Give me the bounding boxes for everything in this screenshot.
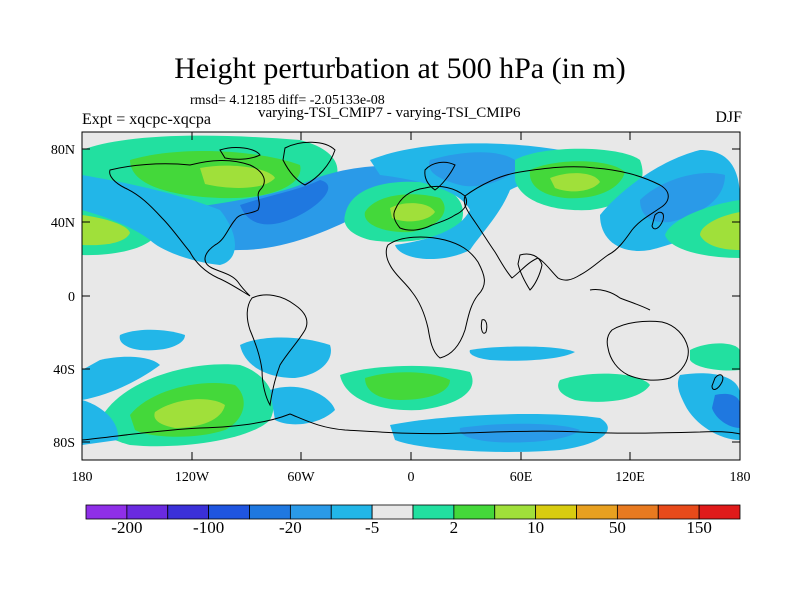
contour-positive-dateline-east-core — [700, 212, 740, 250]
lat-tick-label: 40S — [53, 363, 75, 378]
coastline-madagascar — [480, 319, 488, 334]
season-label: DJF — [715, 109, 742, 126]
lon-tick-label: 0 — [408, 470, 415, 485]
contour-negative-east-pacific-south — [82, 400, 119, 445]
contour-negative-north-atlantic-inner — [240, 180, 329, 225]
contour-negative-northeast-pacific — [82, 175, 235, 265]
colorbar-swatch — [535, 504, 577, 520]
contour-positive-dateline-west-core — [82, 215, 130, 246]
plot-title: Height perturbation at 500 hPa (in m) — [174, 52, 626, 85]
colorbar-swatch — [616, 504, 659, 520]
coastline-south-america — [246, 294, 308, 407]
coastline-africa — [385, 236, 485, 359]
coastline-japan — [651, 211, 664, 230]
contour-negative-southwest-pacific-inner — [712, 393, 740, 428]
contour-positive-south-atlantic-core — [365, 372, 450, 400]
contour-positive-south-pacific-peak — [154, 399, 225, 428]
contour-positive-siberia-peak — [550, 173, 600, 192]
lon-tick-label: 60W — [287, 470, 315, 485]
colorbar-label: -20 — [279, 518, 302, 537]
contour-negative-southern-ocean-inner — [459, 423, 580, 443]
contour-field — [82, 132, 740, 460]
lat-tick-label: 40N — [51, 216, 75, 231]
contour-positive-south-indian — [558, 373, 650, 402]
colorbar-swatch — [85, 504, 128, 520]
colorbar-swatch — [494, 504, 537, 520]
coastline-antarctica — [82, 413, 740, 441]
colorbar-swatch — [371, 504, 414, 520]
lat-tick-label: 0 — [68, 290, 75, 305]
colorbar-label: 2 — [450, 518, 459, 537]
colorbar-label: -100 — [193, 518, 224, 537]
lon-tick-label: 180 — [730, 470, 751, 485]
colorbar-label: -200 — [111, 518, 142, 537]
lon-tick-label: 120E — [615, 470, 645, 485]
colorbar-swatch — [126, 504, 169, 520]
latitude-axis: 80N 40N 0 40S 80S — [51, 143, 740, 451]
colorbar-swatch — [167, 504, 210, 520]
colorbar-swatch — [657, 504, 700, 520]
coastline-scandinavia — [424, 161, 456, 191]
colorbar — [85, 504, 741, 520]
rmsd-diff-stats: rmsd= 4.12185 diff= -2.05133e-08 — [190, 93, 385, 108]
contour-negative-southwest-pacific — [677, 373, 740, 440]
colorbar-labels: -200 -100 -20 -5 2 10 50 150 — [111, 518, 712, 537]
coastline-europe — [393, 185, 468, 231]
colorbar-label: -5 — [365, 518, 379, 537]
lon-tick-label: 180 — [72, 470, 93, 485]
colorbar-swatch — [289, 504, 332, 520]
colorbar-swatch — [576, 504, 618, 520]
lat-tick-label: 80S — [53, 436, 75, 451]
coastline-north-america — [109, 160, 265, 297]
coastline-india — [517, 253, 543, 291]
experiment-label: Expt = xqcpc-xqcpa — [82, 111, 211, 128]
colorbar-label: 10 — [527, 518, 544, 537]
colorbar-swatch — [330, 504, 373, 520]
plot-subtitle: varying-TSI_CMIP7 - varying-TSI_CMIP6 — [258, 105, 521, 121]
colorbar-swatch — [698, 504, 741, 520]
colorbar-swatch — [208, 504, 250, 520]
colorbar-label: 50 — [609, 518, 626, 537]
contour-negative-south-pacific — [82, 356, 160, 400]
contour-negative-south-indian — [469, 346, 575, 361]
lon-tick-label: 60E — [510, 470, 533, 485]
contour-positive-north-america-peak — [200, 165, 275, 188]
coastline-southeast-asia-islands — [589, 289, 651, 311]
coastline-new-zealand — [711, 374, 724, 390]
colorbar-swatch — [412, 504, 455, 520]
colorbar-swatch — [453, 504, 496, 520]
longitude-axis: 180 120W 60W 0 60E 120E 180 — [72, 132, 751, 485]
coastline-greenland — [282, 141, 336, 186]
lat-tick-label: 80N — [51, 143, 75, 158]
contour-positive-tasman — [690, 343, 740, 371]
colorbar-label: 150 — [686, 518, 712, 537]
coastline-arctic-islands — [219, 147, 261, 160]
contour-positive-europe-peak — [390, 203, 435, 222]
coastlines — [82, 141, 740, 441]
lon-tick-label: 120W — [175, 470, 210, 485]
coastline-asia — [463, 166, 669, 281]
coastline-australia — [606, 320, 689, 381]
colorbar-swatch — [249, 504, 291, 520]
contour-negative-south-pacific-small — [119, 329, 185, 351]
